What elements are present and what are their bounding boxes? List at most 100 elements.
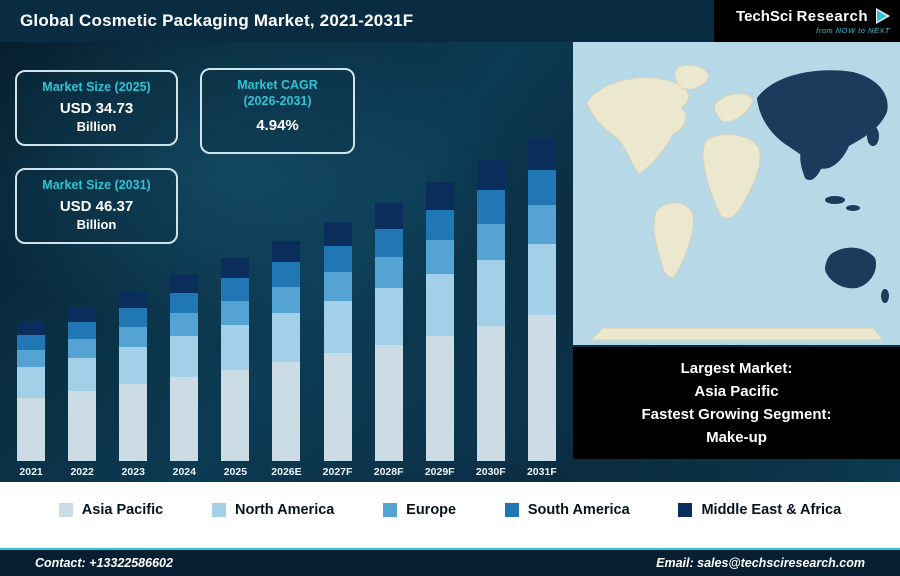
bar-segment (425, 335, 454, 461)
greenland-landmass (674, 64, 710, 90)
indonesia-islands-2-highlighted (846, 205, 860, 211)
bar-segment (170, 274, 199, 294)
market-highlight-box: Largest Market: Asia Pacific Fastest Gro… (573, 347, 900, 459)
bar-segment (17, 350, 46, 367)
bar-year-label: 2029F (424, 466, 455, 478)
africa-landmass (702, 133, 761, 219)
bar-segment (323, 245, 352, 273)
bar-year-label: 2025 (223, 466, 248, 478)
market-cagr-box: Market CAGR (2026-2031) 4.94% (200, 68, 355, 154)
bar-segment (221, 257, 250, 279)
bar-column-2021: 2021 (11, 42, 51, 482)
bar-stack (425, 181, 454, 461)
logo-arrow-icon (876, 8, 890, 24)
main-canvas: 2021 2022 2023 2024 2025 2026E 2027F 2028F 2029F… (0, 42, 900, 482)
bar-chart: 2021 2022 2023 2024 2025 2026E 2027F 2028F 2029F… (0, 42, 573, 482)
bar-year-label: 2028F (373, 466, 404, 478)
legend-item: Middle East & Africa (678, 502, 841, 518)
bar-segment (527, 205, 556, 245)
bar-segment (272, 361, 301, 461)
page-title: Global Cosmetic Packaging Market, 2021-2… (20, 11, 414, 30)
south-america-landmass (653, 202, 694, 278)
bar-segment (374, 288, 403, 345)
bar-segment (119, 347, 148, 385)
bar-segment (425, 240, 454, 275)
bar-column-2025: 2025 (215, 42, 255, 482)
market-size-2031-value: USD 46.37 (59, 197, 134, 215)
bar-column-2028F: 2028F (369, 42, 409, 482)
market-size-2025-value: USD 34.73 (59, 99, 134, 117)
bar-segment (17, 397, 46, 461)
logo-tagline: from NOW to NEXT (816, 25, 890, 35)
spacer (0, 538, 900, 548)
bar-column-2026E: 2026E (266, 42, 306, 482)
header: Global Cosmetic Packaging Market, 2021-2… (0, 0, 900, 42)
bar-segment (323, 300, 352, 354)
bar-segment (323, 222, 352, 246)
bar-segment (68, 338, 97, 358)
market-size-2031-heading: Market Size (2031) (42, 178, 151, 192)
bar-segment (68, 357, 97, 392)
new-zealand-highlighted (881, 289, 889, 303)
india-southeast-asia-highlighted (800, 148, 823, 181)
bar-segment (119, 384, 148, 461)
legend-label: Europe (406, 502, 457, 518)
bar-segment (272, 313, 301, 362)
market-size-2025-box: Market Size (2025) USD 34.73 Billion (15, 70, 178, 146)
logo-brand-secondary: Research (796, 7, 868, 25)
bar-segment (425, 274, 454, 336)
indonesia-islands-highlighted (825, 196, 845, 204)
bar-segment (476, 325, 505, 461)
bar-year-label: 2027F (322, 466, 353, 478)
bar-year-label: 2021 (19, 466, 43, 478)
world-map-svg (573, 42, 900, 345)
north-america-landmass (586, 77, 689, 175)
market-cagr-heading-line2: (2026-2031) (243, 93, 312, 108)
europe-landmass (714, 93, 754, 123)
bar-segment (374, 257, 403, 289)
fastest-segment-label: Fastest Growing Segment: (641, 406, 832, 423)
email-info: Email: sales@techsciresearch.com (656, 556, 865, 570)
bar-segment (323, 272, 352, 301)
bar-year-label: 2030F (475, 466, 506, 478)
market-size-2031-box: Market Size (2031) USD 46.37 Billion (15, 168, 178, 244)
largest-market-label: Largest Market: (680, 359, 793, 377)
bar-segment (119, 290, 148, 308)
market-cagr-value: 4.94% (256, 117, 299, 135)
bar-segment (119, 307, 148, 327)
bar-segment (119, 326, 148, 348)
bar-year-label: 2026E (271, 466, 302, 478)
contact-info: Contact: +13322586602 (35, 556, 173, 570)
bar-stack (323, 222, 352, 461)
bar-segment (323, 353, 352, 461)
footer: Contact: +13322586602 Email: sales@techs… (0, 548, 900, 576)
bar-segment (68, 306, 97, 322)
bar-column-2031F: 2031F (522, 42, 562, 482)
antarctica-landmass (589, 327, 885, 341)
bar-segment (476, 259, 505, 326)
bar-column-2024: 2024 (164, 42, 204, 482)
bar-segment (425, 209, 454, 241)
bar-segment (374, 228, 403, 258)
logo-brand-row: TechSci Research (736, 8, 890, 25)
bar-stack (170, 274, 199, 461)
bar-stack (221, 257, 250, 461)
bar-segment (476, 223, 505, 260)
legend-label: North America (234, 502, 335, 518)
bar-segment (527, 244, 556, 316)
bar-column-2027F: 2027F (318, 42, 358, 482)
bar-stack (374, 203, 403, 461)
fastest-segment-value: Make-up (706, 429, 767, 447)
bar-year-label: 2031F (526, 466, 557, 478)
bar-stack (527, 137, 556, 461)
chart-legend: Asia Pacific North America Europe South Ame… (0, 482, 900, 538)
market-size-2031-unit: Billion (76, 216, 117, 232)
bar-segment (17, 335, 46, 351)
japan-islands-highlighted (867, 126, 879, 146)
largest-market-value: Asia Pacific (694, 382, 779, 400)
bar-segment (272, 262, 301, 287)
legend-item: Europe (383, 502, 456, 518)
bar-segment (170, 293, 199, 314)
bar-segment (527, 137, 556, 170)
legend-label: Middle East & Africa (701, 502, 842, 518)
